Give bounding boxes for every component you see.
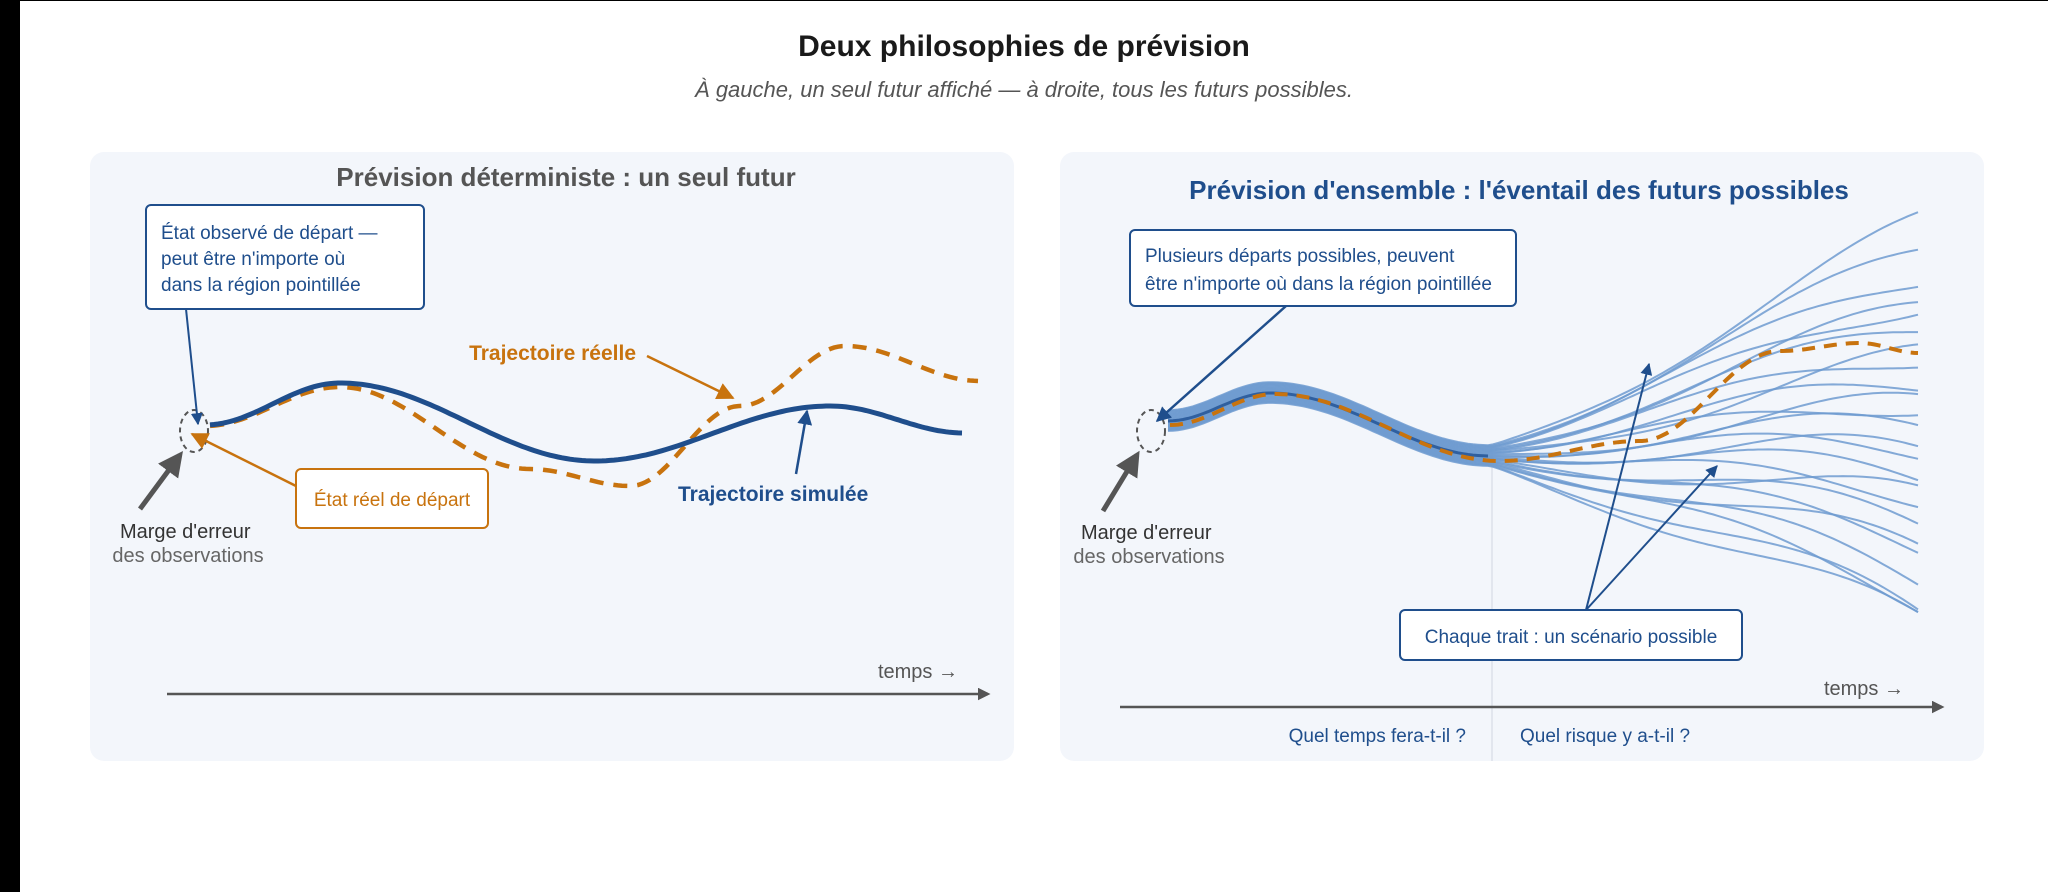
deterministic-panel: Prévision déterministe : un seul futur t…	[90, 152, 1014, 761]
real-trajectory-arrow	[646, 354, 735, 400]
right-error-margin-ellipse	[1136, 409, 1166, 453]
right-error-margin-text: Marge d'erreur des observations	[1073, 522, 1224, 568]
left-time-axis-label: temps →	[878, 661, 958, 683]
ensemble-member-line	[1167, 401, 1919, 614]
simulated-trajectory-label: Trajectoire simulée	[678, 483, 868, 506]
starts-callout	[1129, 229, 1517, 307]
starts-callout-text: Plusieurs départs possibles, peuvent êtr…	[1145, 246, 1492, 295]
left-error-margin-ellipse	[179, 409, 209, 453]
starts-callout-arrow	[1155, 305, 1287, 422]
left-error-margin-line-1: Marge d'erreur	[120, 521, 251, 543]
observed-start-line-3: dans la région pointillée	[161, 275, 361, 296]
real-trajectory-label: Trajectoire réelle	[469, 342, 636, 365]
right-error-margin-line-1: Marge d'erreur	[1081, 522, 1212, 544]
real-start-arrow	[190, 432, 297, 488]
real-start-callout	[295, 468, 489, 529]
left-panel-title: Prévision déterministe : un seul futur	[336, 162, 795, 192]
observed-start-arrow	[185, 308, 203, 426]
real-trajectory-line	[209, 343, 979, 489]
right-error-margin-arrow	[1100, 450, 1140, 513]
starts-callout-line-1: Plusieurs départs possibles, peuvent	[1145, 246, 1455, 267]
observed-start-line-1: État observé de départ —	[161, 223, 378, 244]
scenario-arrow-2	[1585, 465, 1718, 611]
left-error-margin-arrow	[137, 450, 183, 511]
left-error-margin-line-2: des observations	[112, 545, 263, 567]
question-risk: Quel risque y a-t-il ?	[1520, 726, 1690, 747]
page: Deux philosophies de prévision À gauche,…	[20, 1, 2048, 892]
page-title: Deux philosophies de prévision	[798, 30, 1250, 63]
diagram-canvas: Deux philosophies de prévision À gauche,…	[90, 30, 1984, 761]
scenario-callout-text: Chaque trait : un scénario possible	[1425, 627, 1718, 648]
observed-start-callout	[145, 204, 425, 310]
observed-start-text: État observé de départ — peut être n'imp…	[161, 223, 383, 296]
scenario-arrow-1	[1585, 362, 1653, 611]
observed-start-line-2: peut être n'importe où	[161, 249, 345, 270]
scenario-callout	[1399, 609, 1743, 661]
starts-callout-line-2: être n'importe où dans la région pointil…	[1145, 274, 1492, 295]
right-time-axis-label: temps →	[1824, 678, 1904, 700]
real-start-callout-text: État réel de départ	[314, 490, 471, 511]
ensemble-panel: Prévision d'ensemble : l'éventail des fu…	[1060, 152, 1984, 761]
left-error-margin-text: Marge d'erreur des observations	[112, 521, 263, 567]
simulated-trajectory-arrow	[794, 409, 813, 475]
question-weather: Quel temps fera-t-il ?	[1289, 726, 1466, 747]
right-panel-title: Prévision d'ensemble : l'éventail des fu…	[1189, 175, 1849, 205]
page-subtitle: À gauche, un seul futur affiché — à droi…	[694, 77, 1353, 102]
right-error-margin-line-2: des observations	[1073, 546, 1224, 568]
simulated-trajectory-line	[209, 380, 963, 464]
